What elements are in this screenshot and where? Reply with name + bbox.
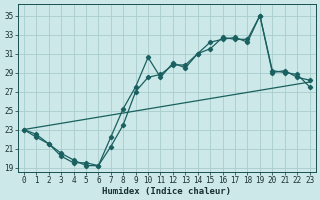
X-axis label: Humidex (Indice chaleur): Humidex (Indice chaleur) [102, 187, 231, 196]
